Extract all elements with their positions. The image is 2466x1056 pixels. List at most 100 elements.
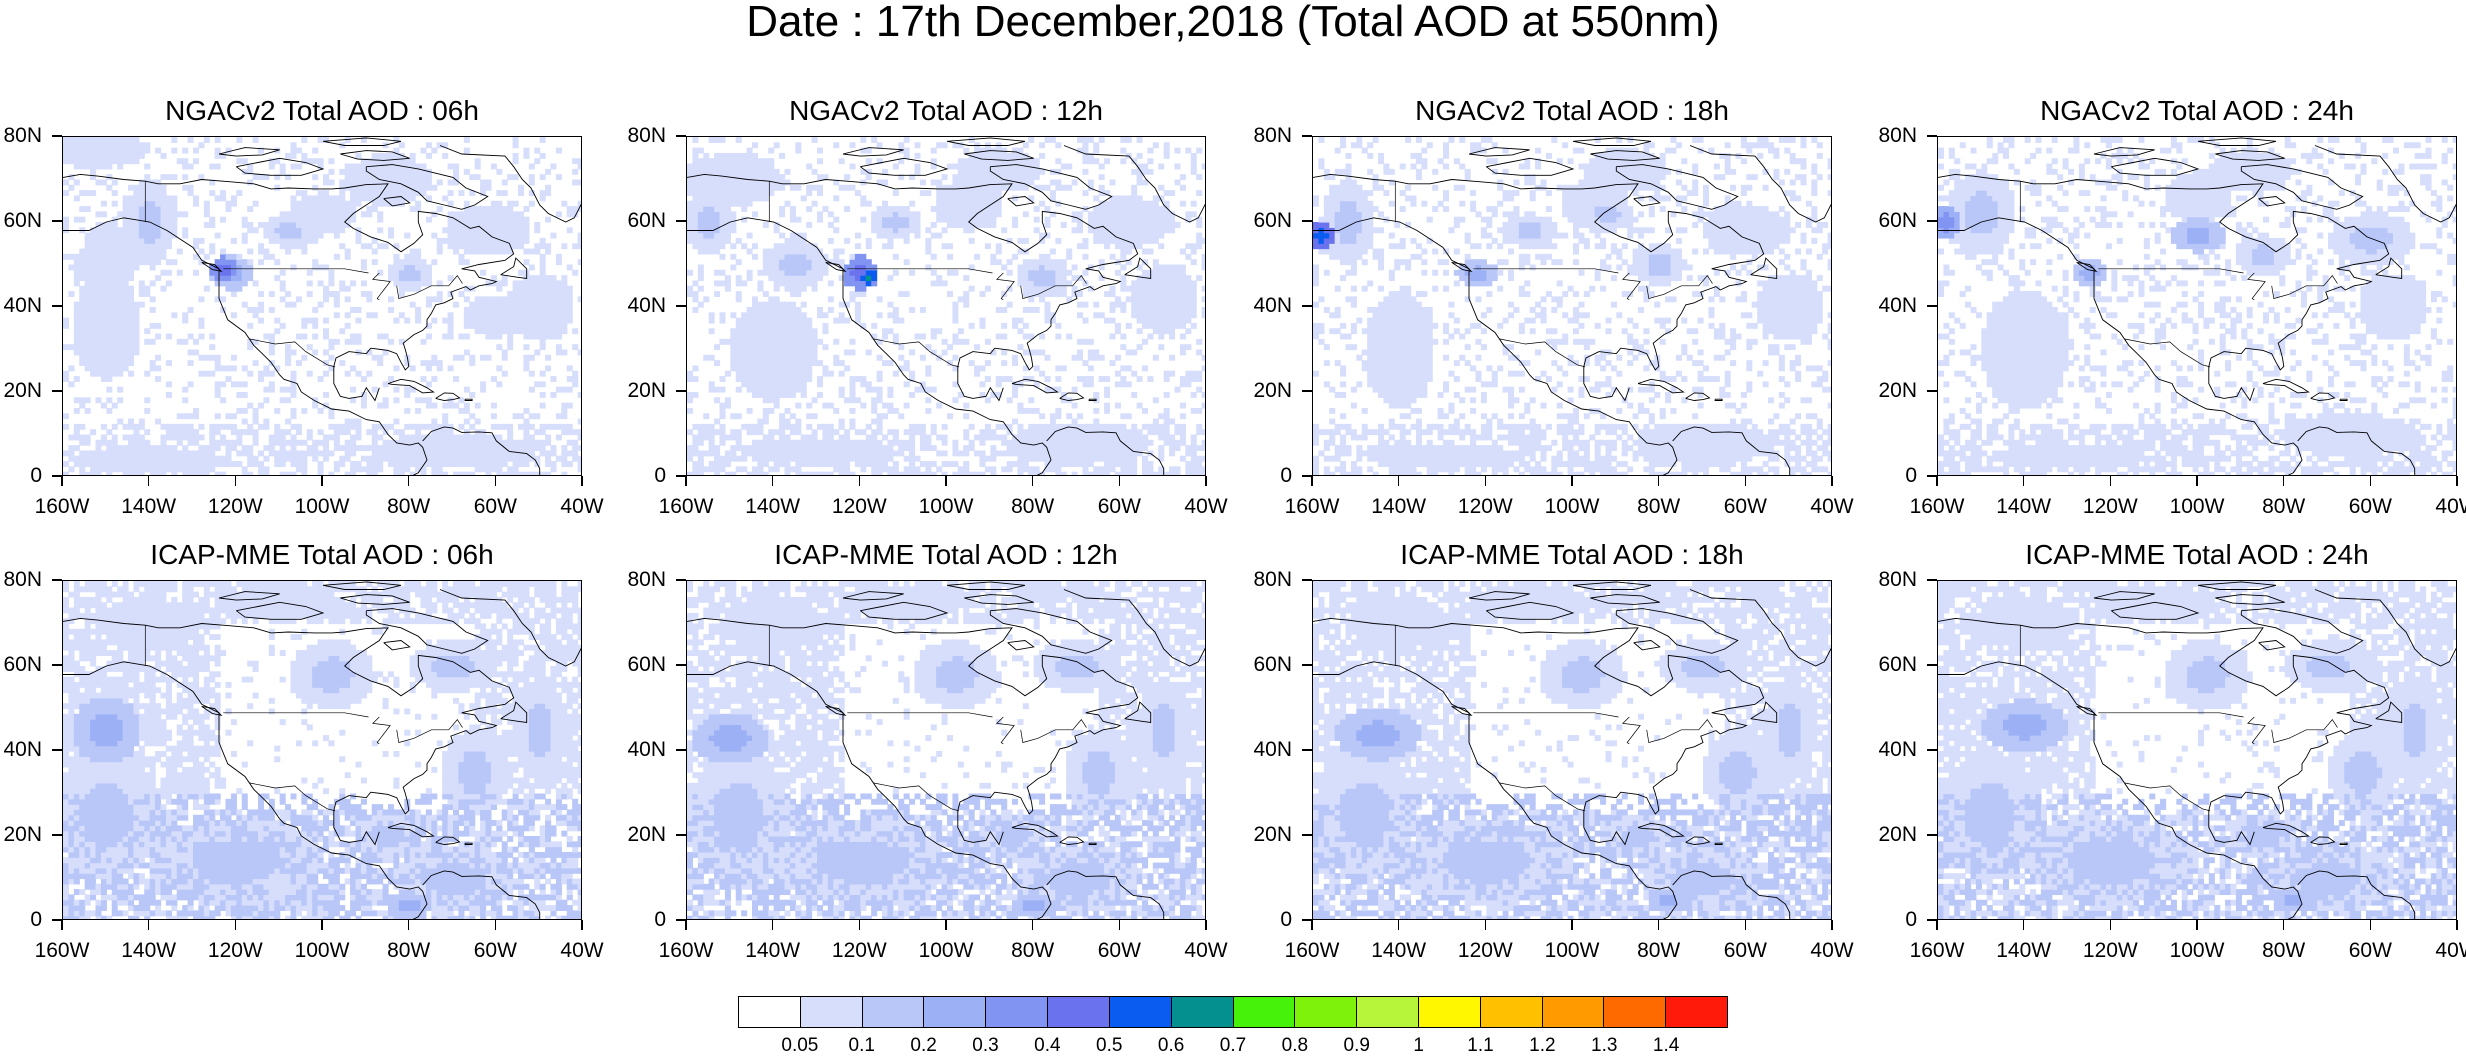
x-tick-mark [1311,920,1313,930]
x-tick-label: 80W [1011,940,1054,962]
aod-field [1313,581,1831,919]
colorbar-label: 0.2 [910,1036,936,1056]
panel-title: ICAP-MME Total AOD : 12h [686,538,1206,572]
y-tick-label: 0 [30,465,42,487]
y-tick-label: 20N [627,824,666,846]
aod-field [63,137,581,475]
y-tick-mark [52,305,62,307]
x-tick-label: 140W [745,496,800,518]
y-tick-mark [1927,919,1937,921]
x-tick-label: 120W [1458,940,1513,962]
coastlines [1938,137,2456,475]
x-tick-mark [2109,476,2112,486]
y-tick-label: 0 [654,909,666,931]
x-tick-mark [494,476,497,486]
x-tick-mark [1031,476,1034,486]
map-panel-icap-mme-18h: ICAP-MME Total AOD : 18h 80N 60N 40N 20N 0 160… [1253,539,1853,962]
x-tick-label: 160W [1910,496,1965,518]
aod-map [1313,581,1831,919]
y-tick-label: 40N [627,739,666,761]
map-panel-ngacv2-18h: NGACv2 Total AOD : 18h 80N 60N 40N 20N 0 160W 1… [1253,95,1853,518]
x-tick-label: 160W [35,940,90,962]
y-tick-mark [1927,834,1937,836]
y-tick-label: 80N [1878,569,1917,591]
panel-title: ICAP-MME Total AOD : 06h [62,538,582,572]
colorbar-swatch [862,997,925,1027]
y-tick-label: 60N [1253,654,1292,676]
x-tick-label: 160W [35,496,90,518]
y-tick-mark [1302,579,1312,581]
map-area [62,136,582,476]
colorbar-swatch [1171,997,1234,1027]
x-tick-mark [234,476,237,486]
x-tick-mark [1657,476,1660,486]
x-tick-mark [2369,476,2372,486]
y-tick-label: 80N [627,125,666,147]
y-tick-mark [1302,305,1312,307]
x-tick-mark [1118,476,1121,486]
x-tick-label: 140W [745,940,800,962]
x-tick-mark [1397,476,1400,486]
colorbar-swatch [1233,997,1296,1027]
coastlines [687,581,1205,919]
y-tick-label: 40N [627,295,666,317]
colorbar-label: 1.4 [1653,1036,1679,1056]
coastlines [1313,137,1831,475]
x-tick-mark [1484,476,1487,486]
y-tick-label: 80N [3,569,42,591]
map-panel-icap-mme-12h: ICAP-MME Total AOD : 12h 80N 60N 40N 20N 0 160… [627,539,1227,962]
y-tick-label: 60N [1878,654,1917,676]
panel-title: NGACv2 Total AOD : 24h [1937,94,2457,128]
x-tick-mark [1744,920,1747,930]
x-tick-label: 120W [2083,496,2138,518]
aod-map [1938,137,2456,475]
x-tick-mark [1031,920,1034,930]
y-tick-mark [676,579,686,581]
x-tick-label: 140W [1371,496,1426,518]
x-tick-mark [945,476,947,486]
x-tick-label: 40W [1184,940,1227,962]
x-tick-mark [2369,920,2372,930]
x-tick-label: 160W [659,940,714,962]
y-tick-mark [1302,834,1312,836]
x-tick-label: 100W [1545,940,1600,962]
colorbar-label: 0.05 [781,1036,818,1056]
x-tick-label: 160W [659,496,714,518]
y-tick-label: 40N [3,739,42,761]
y-tick-label: 80N [3,125,42,147]
x-tick-label: 60W [474,940,517,962]
x-tick-mark [1484,920,1487,930]
aod-field [63,581,581,919]
y-tick-mark [1927,220,1937,222]
x-tick-label: 80W [2262,496,2305,518]
x-tick-label: 40W [560,496,603,518]
x-tick-label: 80W [1011,496,1054,518]
panel-title: NGACv2 Total AOD : 12h [686,94,1206,128]
x-tick-mark [685,476,687,486]
y-tick-mark [676,135,686,137]
x-tick-mark [2022,476,2025,486]
x-tick-label: 60W [2349,940,2392,962]
x-tick-mark [61,920,63,930]
map-area [1937,136,2457,476]
x-tick-label: 40W [1184,496,1227,518]
x-tick-label: 140W [121,496,176,518]
x-tick-label: 140W [121,940,176,962]
y-tick-mark [1302,390,1312,392]
y-tick-mark [1927,749,1937,751]
x-tick-mark [945,920,947,930]
y-tick-label: 80N [627,569,666,591]
y-tick-mark [1302,135,1312,137]
x-tick-label: 160W [1285,940,1340,962]
y-tick-mark [1302,475,1312,477]
x-tick-mark [1311,476,1313,486]
map-panel-icap-mme-06h: ICAP-MME Total AOD : 06h 80N 60N 40N 20N 0 160… [3,539,603,962]
x-tick-label: 80W [387,940,430,962]
colorbar-swatch [1418,997,1481,1027]
y-tick-label: 40N [1253,739,1292,761]
x-tick-label: 60W [1724,496,1767,518]
x-tick-label: 140W [1371,940,1426,962]
map-area [1312,580,1832,920]
x-tick-label: 160W [1285,496,1340,518]
x-tick-mark [147,920,150,930]
